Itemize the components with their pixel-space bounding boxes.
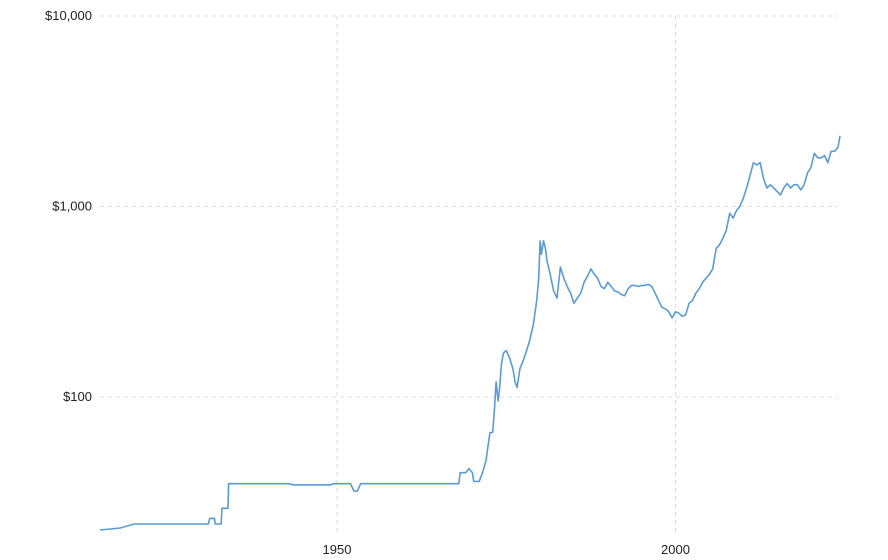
series-layer xyxy=(99,135,841,531)
y-tick-label: $10,000 xyxy=(45,8,92,23)
y-tick-label: $1,000 xyxy=(52,198,92,213)
x-axis-tick-labels: 1950 2000 xyxy=(323,542,690,557)
vertical-grid xyxy=(336,16,677,536)
x-tick-label: 2000 xyxy=(661,542,690,557)
horizontal-grid xyxy=(100,15,838,398)
y-axis-tick-labels: $10,000 $1,000 $100 xyxy=(45,8,92,404)
y-tick-label: $100 xyxy=(63,389,92,404)
x-tick-label: 1950 xyxy=(323,542,352,557)
series-line xyxy=(99,135,841,531)
